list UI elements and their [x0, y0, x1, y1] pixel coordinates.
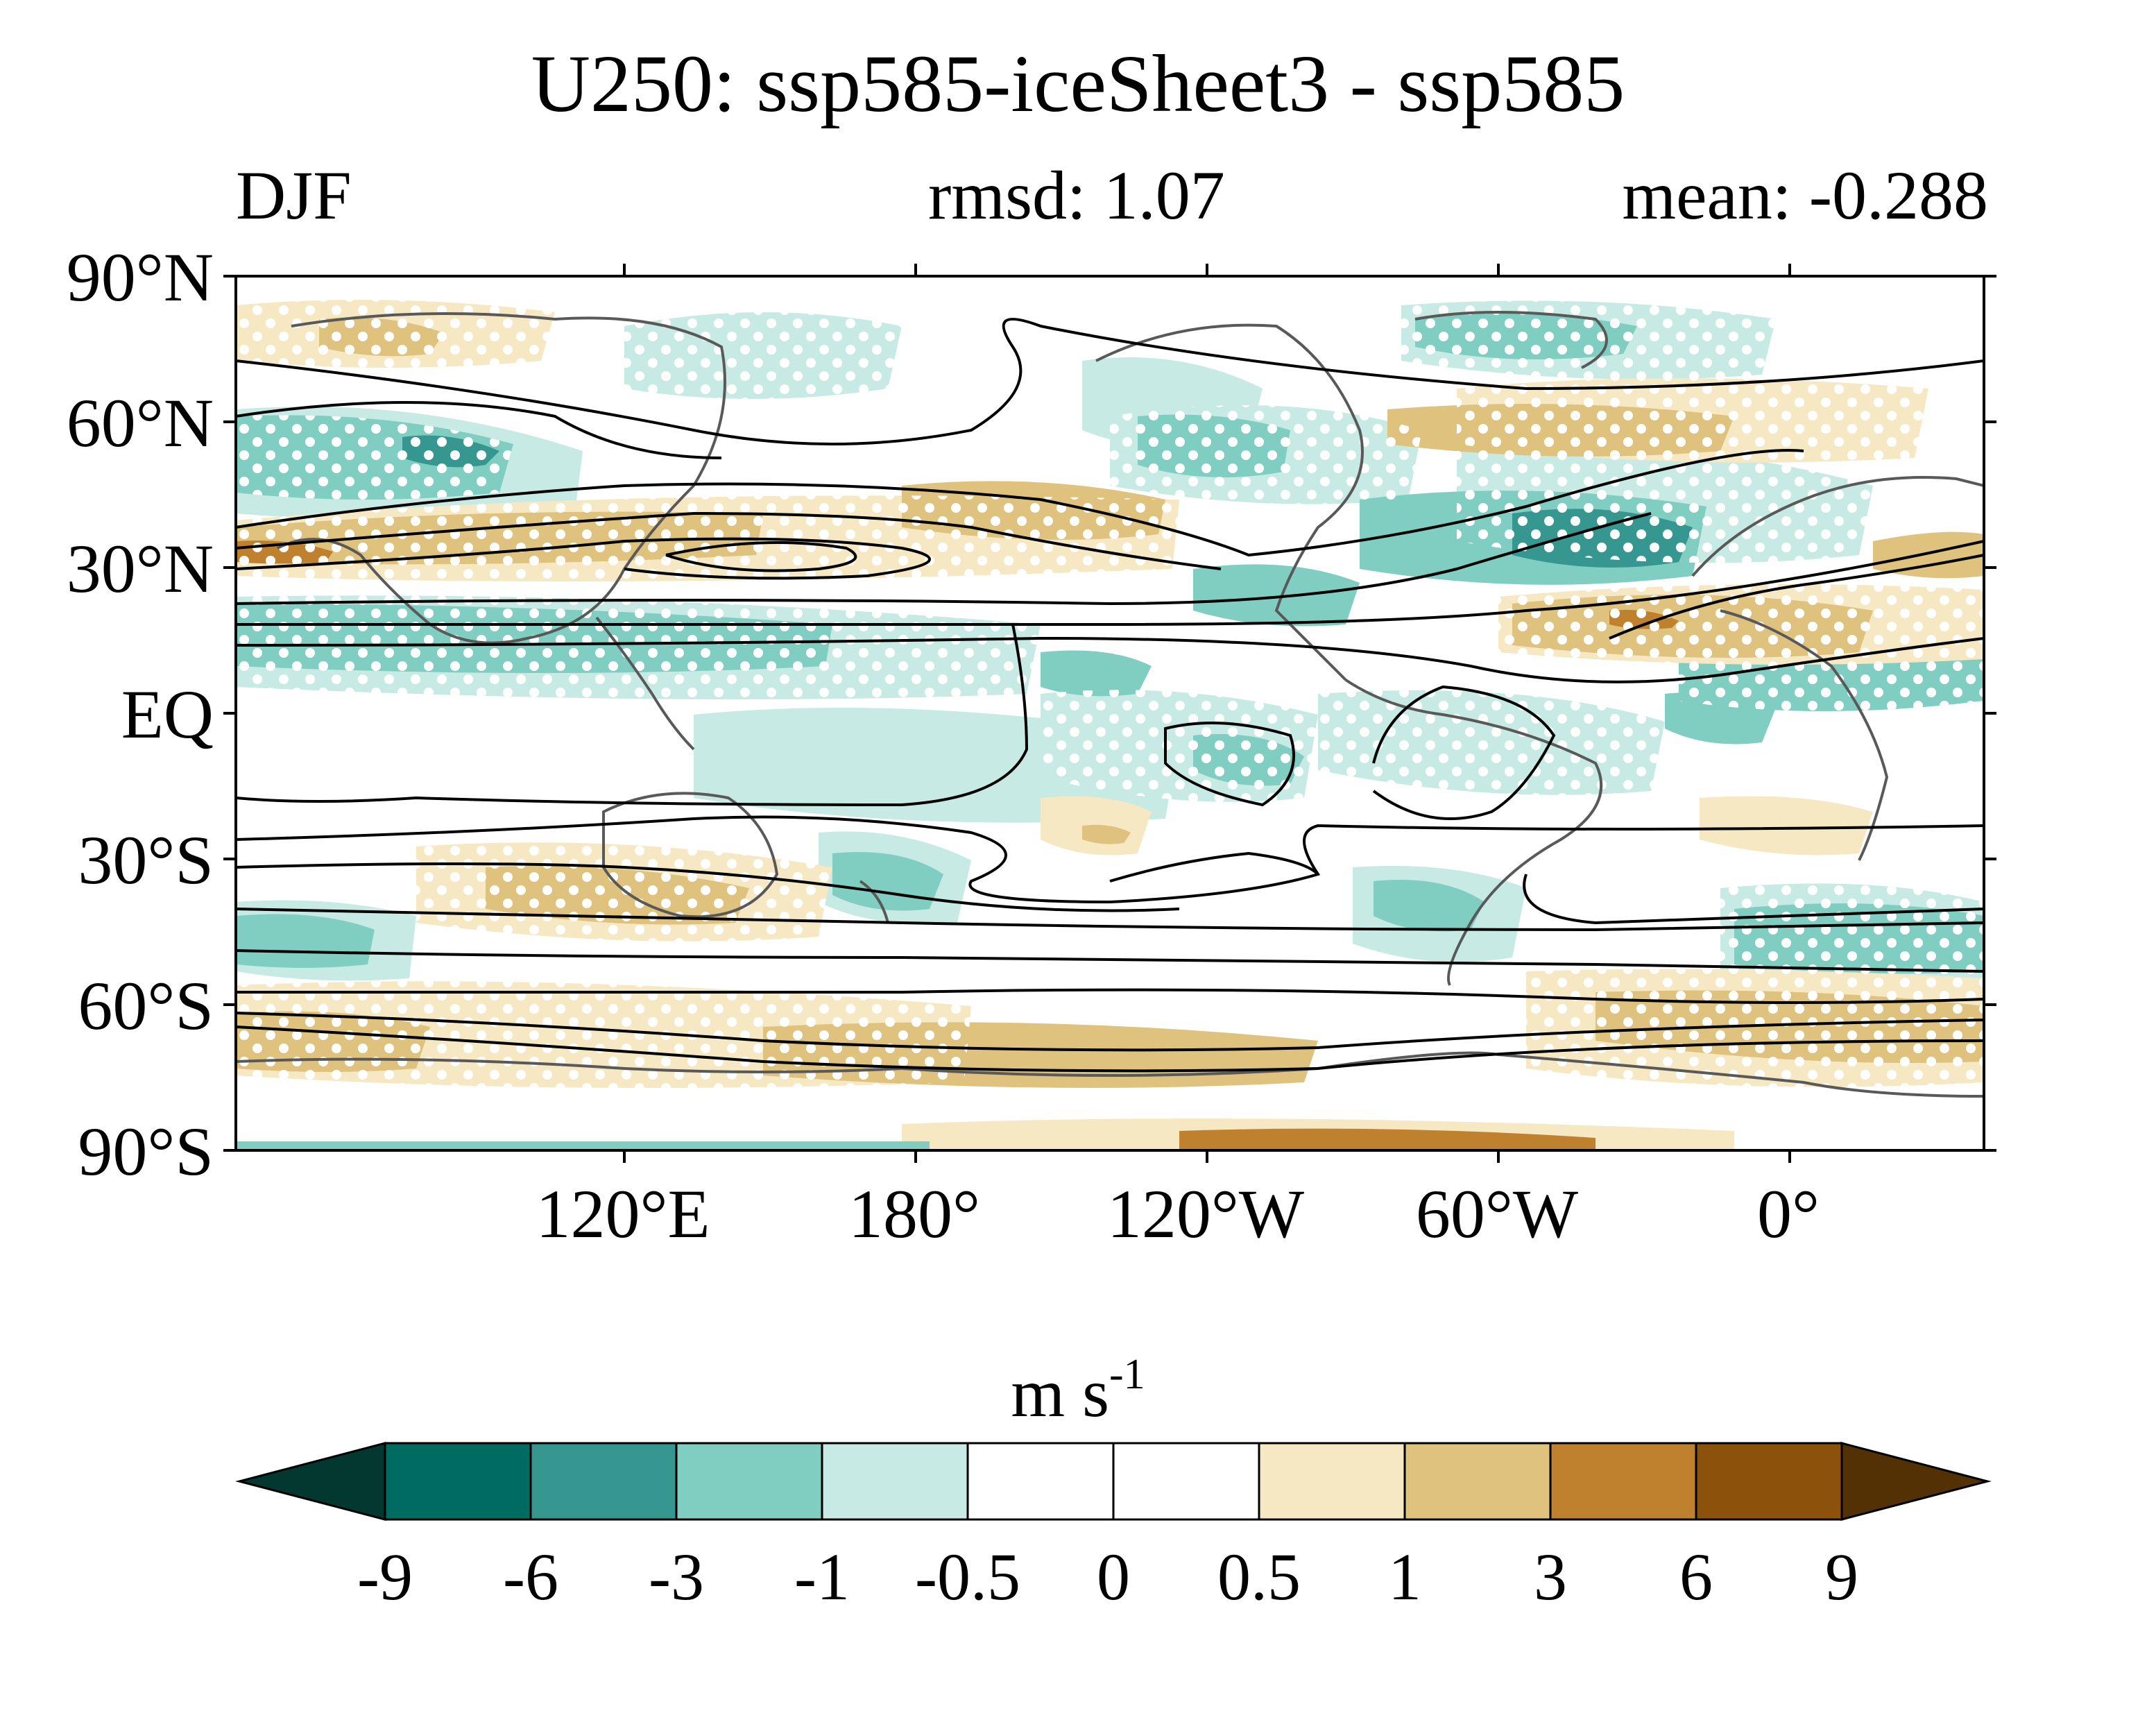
colorbar-segment: [966, 1442, 1115, 1521]
lat-tick-label: 90°S: [78, 1113, 214, 1190]
colorbar-tick-label: -1: [794, 1540, 850, 1614]
colorbar-units: m s-1: [0, 1353, 2156, 1428]
lon-tick-label: 180°: [848, 1175, 980, 1252]
colorbar-tick-label: 0: [1097, 1540, 1130, 1614]
colorbar-tick-label: 9: [1825, 1540, 1858, 1614]
lat-tick-label: 60°S: [78, 967, 214, 1044]
colorbar-tick-label: -0.5: [915, 1540, 1020, 1614]
colorbar-segment: [529, 1442, 678, 1521]
lat-tick-label: 90°N: [66, 239, 214, 316]
colorbar-max-extension: [1840, 1442, 1992, 1521]
significance-stipple: [236, 300, 1984, 1088]
colorbar-segment: [1112, 1442, 1260, 1521]
colorbar-segment: [384, 1442, 532, 1521]
units-text: m s: [1011, 1354, 1110, 1431]
colorbar-segment: [821, 1442, 969, 1521]
rmsd-label: rmsd: 1.07: [928, 157, 1225, 234]
units-exponent: -1: [1109, 1351, 1145, 1398]
map-title: U250: ssp585-iceSheet3 - ssp585: [531, 38, 1625, 129]
colorbar-segment: [1258, 1442, 1406, 1521]
colorbar-segment: [1549, 1442, 1697, 1521]
colorbar-segment: [675, 1442, 823, 1521]
colorbar-segment: [1695, 1442, 1843, 1521]
lat-tick-label: 30°N: [66, 530, 214, 607]
colorbar-tick-label: 6: [1679, 1540, 1713, 1614]
colorbar-tick-label: -3: [649, 1540, 704, 1614]
colorbar-tick-label: -9: [357, 1540, 413, 1614]
season-label: DJF: [236, 157, 352, 234]
colorbar-min-extension: [235, 1442, 386, 1521]
lat-tick-label: 60°N: [66, 384, 214, 461]
colorbar-tick-label: 0.5: [1217, 1540, 1301, 1614]
colorbar: [235, 1442, 1992, 1521]
axis-ticks: [223, 264, 1996, 1163]
lat-tick-label: 30°S: [78, 821, 214, 899]
mean-label: mean: -0.288: [1622, 157, 1988, 234]
colorbar-tick-label: -6: [503, 1540, 558, 1614]
lon-tick-label: 60°W: [1415, 1175, 1579, 1252]
colorbar-segment: [1403, 1442, 1552, 1521]
lon-tick-label: 120°W: [1106, 1175, 1305, 1252]
lon-tick-label: 120°E: [536, 1175, 710, 1252]
map-plot-area: [236, 276, 1984, 1150]
climatology-contours: [236, 318, 1984, 1073]
colorbar-tick-label: 1: [1388, 1540, 1421, 1614]
lat-tick-label: EQ: [121, 676, 214, 753]
colorbar-tick-label: 3: [1534, 1540, 1567, 1614]
lon-tick-label: 0°: [1757, 1175, 1820, 1252]
